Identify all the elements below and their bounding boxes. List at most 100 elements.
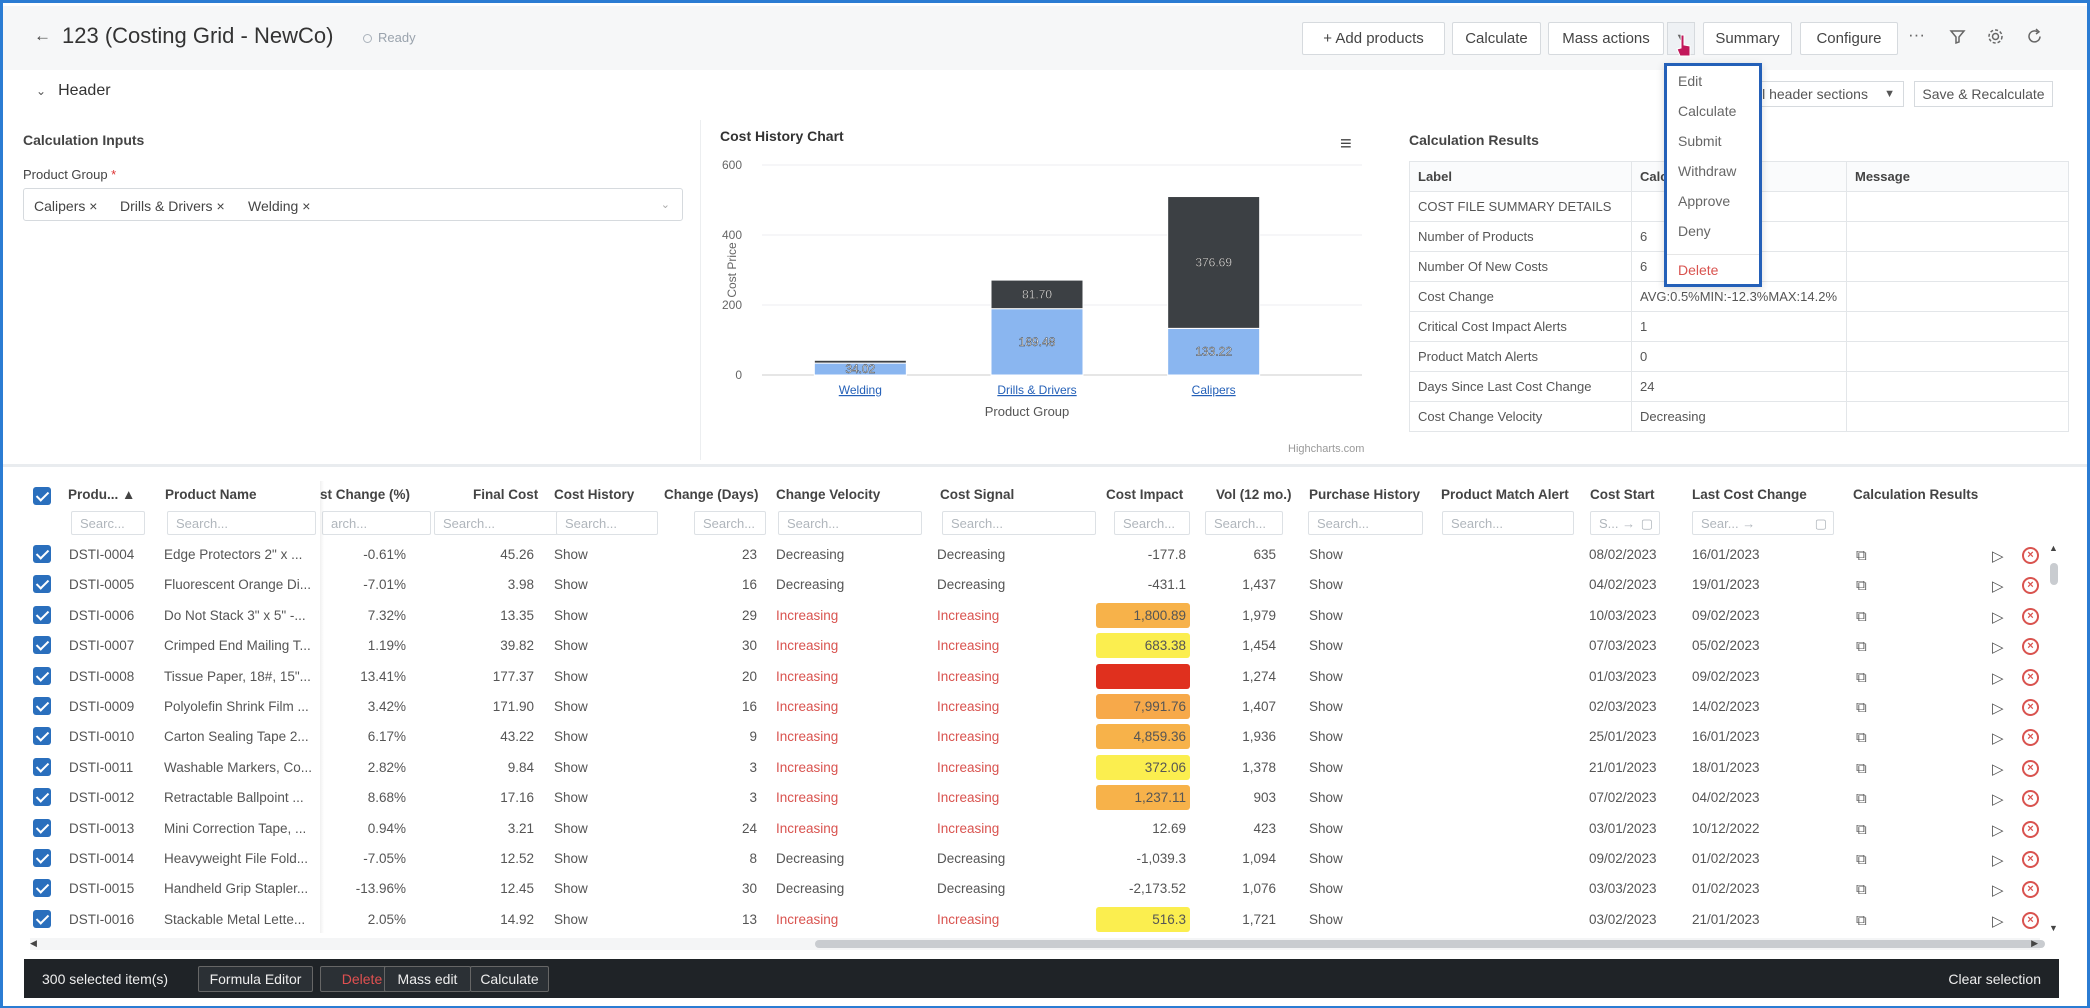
row-checkbox[interactable] <box>33 909 51 928</box>
scroll-left-icon[interactable]: ◀ <box>30 938 37 948</box>
open-external-icon[interactable]: ⧉ <box>1856 881 1867 899</box>
col-header-cost-change-pct[interactable]: st Change (%) <box>320 487 411 502</box>
vertical-scroll-thumb[interactable] <box>2050 563 2058 585</box>
cancel-circle-icon[interactable]: × <box>2022 820 2039 838</box>
table-row[interactable]: DSTI-0014 Heavyweight File Fold... -7.05% 1… <box>24 843 2044 873</box>
col-header-calculation-results[interactable]: Calculation Results <box>1853 487 1979 502</box>
submit-arrow-icon[interactable]: ▷ <box>1992 669 2004 687</box>
open-external-icon[interactable]: ⧉ <box>1856 820 1867 838</box>
submit-arrow-icon[interactable]: ▷ <box>1992 700 2004 717</box>
cancel-circle-icon[interactable]: × <box>2022 699 2039 716</box>
cancel-circle-icon[interactable]: × <box>2022 911 2039 929</box>
cell-purchase-history-link[interactable]: Show <box>1309 790 1343 806</box>
chart-menu-icon[interactable]: ≡ <box>1340 133 1352 155</box>
col-header-change-velocity[interactable]: Change Velocity <box>776 487 881 502</box>
calculate-button[interactable]: Calculate <box>1452 22 1541 55</box>
cancel-circle-icon[interactable]: × <box>2022 729 2039 747</box>
submit-arrow-icon[interactable]: ▷ <box>1992 821 2004 839</box>
col-header-cost-history[interactable]: Cost History <box>554 487 635 502</box>
col-header-cost-start[interactable]: Cost Start <box>1590 487 1655 502</box>
open-external-icon[interactable]: ⧉ <box>1856 668 1867 686</box>
submit-arrow-icon[interactable]: ▷ <box>1992 912 2004 930</box>
cell-purchase-history-link[interactable]: Show <box>1309 851 1343 866</box>
search-input-cost-change[interactable]: arch... <box>322 511 431 535</box>
cancel-circle-icon[interactable]: × <box>2022 577 2039 595</box>
cell-cost-history-link[interactable]: Show <box>554 699 588 714</box>
table-row[interactable]: DSTI-0013 Mini Correction Tape, ... 0.94% 3… <box>24 813 2044 843</box>
table-row[interactable]: DSTI-0004 Edge Protectors 2" x ... -0.61% 4… <box>24 539 2044 569</box>
cell-purchase-history-link[interactable]: Show <box>1309 729 1343 745</box>
row-checkbox[interactable] <box>33 818 51 837</box>
gear-icon[interactable] <box>1987 28 2004 45</box>
col-header-cost-signal[interactable]: Cost Signal <box>940 487 1015 502</box>
configure-button[interactable]: Configure <box>1800 22 1898 55</box>
col-header-product[interactable]: Produ... ▲ <box>68 487 136 502</box>
search-input-final-cost[interactable]: Search... <box>434 511 558 535</box>
chip-calipers[interactable]: Calipers × <box>34 198 98 214</box>
cell-purchase-history-link[interactable]: Show <box>1309 668 1343 684</box>
search-input-change-days[interactable]: Search... <box>694 511 766 535</box>
header-section-toggle[interactable]: ⌄ Header <box>36 82 111 100</box>
search-input-cost-start[interactable]: S... → ▢ <box>1590 511 1660 535</box>
submit-arrow-icon[interactable]: ▷ <box>1992 882 2004 900</box>
cell-purchase-history-link[interactable]: Show <box>1309 911 1343 927</box>
cancel-circle-icon[interactable]: × <box>2022 607 2039 625</box>
menu-item-approve[interactable]: Approve <box>1678 193 1731 209</box>
row-checkbox[interactable] <box>33 849 51 867</box>
cancel-circle-icon[interactable]: × <box>2022 851 2039 868</box>
cell-purchase-history-link[interactable]: Show <box>1309 577 1343 593</box>
filter-icon[interactable] <box>1949 28 1966 45</box>
open-external-icon[interactable]: ⧉ <box>1856 790 1867 808</box>
open-external-icon[interactable]: ⧉ <box>1856 759 1867 777</box>
search-input-change-velocity[interactable]: Search... <box>778 511 922 535</box>
chip-drills-drivers[interactable]: Drills & Drivers × <box>120 198 225 214</box>
cell-purchase-history-link[interactable]: Show <box>1309 759 1343 775</box>
menu-item-delete[interactable]: Delete <box>1678 262 1719 278</box>
cell-cost-history-link[interactable]: Show <box>554 729 588 745</box>
row-checkbox[interactable] <box>33 636 51 655</box>
row-checkbox[interactable] <box>33 605 51 624</box>
col-header-last-cost-change[interactable]: Last Cost Change <box>1692 487 1807 502</box>
clear-selection-link[interactable]: Clear selection <box>1948 971 2041 987</box>
x-tick-label[interactable]: Drills & Drivers <box>997 383 1076 397</box>
formula-editor-button[interactable]: Formula Editor <box>198 966 313 992</box>
menu-item-deny[interactable]: Deny <box>1678 223 1711 239</box>
submit-arrow-icon[interactable]: ▷ <box>1992 791 2004 809</box>
cell-cost-history-link[interactable]: Show <box>554 881 588 897</box>
search-input-cost-signal[interactable]: Search... <box>942 511 1096 535</box>
submit-arrow-icon[interactable]: ▷ <box>1992 760 2004 778</box>
search-input-cost-history[interactable]: Search... <box>556 511 658 535</box>
mass-edit-button[interactable]: Mass edit <box>384 966 471 992</box>
mass-actions-button[interactable]: Mass actions <box>1548 22 1664 55</box>
open-external-icon[interactable]: ⧉ <box>1856 547 1867 564</box>
col-header-change-days[interactable]: Change (Days) <box>664 487 759 502</box>
row-checkbox[interactable] <box>33 545 51 563</box>
table-row[interactable]: DSTI-0011 Washable Markers, Co... 2.82% 9.8… <box>24 752 2044 782</box>
cell-purchase-history-link[interactable]: Show <box>1309 638 1343 654</box>
product-group-multiselect[interactable]: Calipers × Drills & Drivers × Welding × … <box>23 188 683 221</box>
row-checkbox[interactable] <box>33 666 51 685</box>
search-input-product-name[interactable]: Search... <box>167 511 316 535</box>
open-external-icon[interactable]: ⧉ <box>1856 851 1867 868</box>
open-external-icon[interactable]: ⧉ <box>1856 607 1867 625</box>
table-row[interactable]: DSTI-0015 Handheld Grip Stapler... -13.96%… <box>24 873 2044 903</box>
col-header-cost-impact[interactable]: Cost Impact <box>1106 487 1184 502</box>
cancel-circle-icon[interactable]: × <box>2022 638 2039 656</box>
open-external-icon[interactable]: ⧉ <box>1856 729 1867 747</box>
row-checkbox[interactable] <box>33 757 51 776</box>
search-input-vol[interactable]: Search... <box>1205 511 1283 535</box>
table-row[interactable]: DSTI-0007 Crimped End Mailing T... 1.19% 39… <box>24 630 2044 660</box>
horizontal-scroll-thumb[interactable] <box>815 940 2045 948</box>
cell-cost-history-link[interactable]: Show <box>554 638 588 654</box>
row-checkbox[interactable] <box>33 697 51 715</box>
table-row[interactable]: DSTI-0016 Stackable Metal Lette... 2.05% 14… <box>24 904 2044 933</box>
menu-item-withdraw[interactable]: Withdraw <box>1678 163 1737 179</box>
x-tick-label[interactable]: Welding <box>839 383 882 397</box>
cell-cost-history-link[interactable]: Show <box>554 577 588 593</box>
cancel-circle-icon[interactable]: × <box>2022 547 2039 564</box>
more-options-icon[interactable]: ··· <box>1908 25 1925 44</box>
search-input-purchase-history[interactable]: Search... <box>1308 511 1423 535</box>
menu-item-edit[interactable]: Edit <box>1678 73 1703 89</box>
col-header-final-cost[interactable]: Final Cost <box>473 487 539 502</box>
scroll-up-icon[interactable]: ▲ <box>2049 543 2058 553</box>
